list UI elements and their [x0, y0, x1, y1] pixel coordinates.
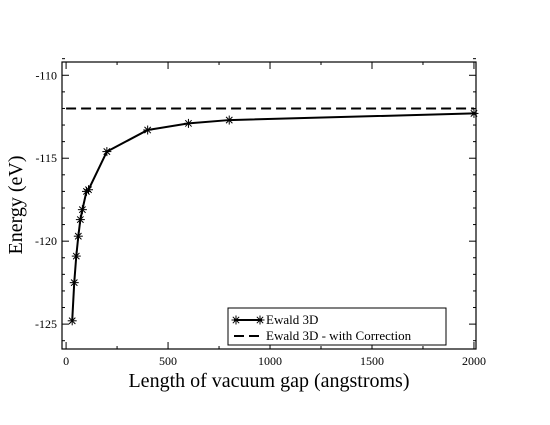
data-point: [73, 231, 83, 241]
legend-marker: [255, 315, 265, 325]
data-point: [183, 118, 193, 128]
x-tick-label: 1500: [360, 354, 384, 368]
data-point: [143, 125, 153, 135]
data-point: [75, 215, 85, 225]
legend-marker: [231, 315, 241, 325]
y-tick-label: -115: [35, 151, 57, 165]
data-point: [84, 185, 94, 195]
y-tick-label: -120: [35, 234, 57, 248]
y-tick-label: -125: [35, 317, 57, 331]
plot-frame: [61, 61, 477, 350]
legend-box: [227, 307, 447, 346]
series-line-1: [71, 112, 474, 321]
data-point: [71, 251, 81, 261]
legend-label: Ewald 3D: [266, 312, 318, 327]
data-point: [102, 147, 112, 157]
x-tick-label: 0: [63, 354, 69, 368]
data-point: [69, 278, 79, 288]
x-tick-label: 2000: [462, 354, 486, 368]
x-tick-label: 1000: [258, 354, 282, 368]
data-point: [224, 115, 234, 125]
y-tick-label: -110: [35, 68, 57, 82]
x-tick-label: 500: [159, 354, 177, 368]
data-point: [67, 316, 77, 326]
data-point: [469, 108, 479, 118]
y-axis: -110 -115 -120 -125: [35, 58, 476, 342]
x-axis: 0 500 1000 1500 2000: [63, 62, 486, 368]
x-axis-title: Length of vacuum gap (angstroms): [128, 370, 409, 392]
legend-label: Ewald 3D - with Correction: [266, 328, 412, 343]
data-point: [77, 205, 87, 215]
series-layer: [66, 107, 479, 326]
y-axis-title: Energy (eV): [5, 155, 27, 254]
